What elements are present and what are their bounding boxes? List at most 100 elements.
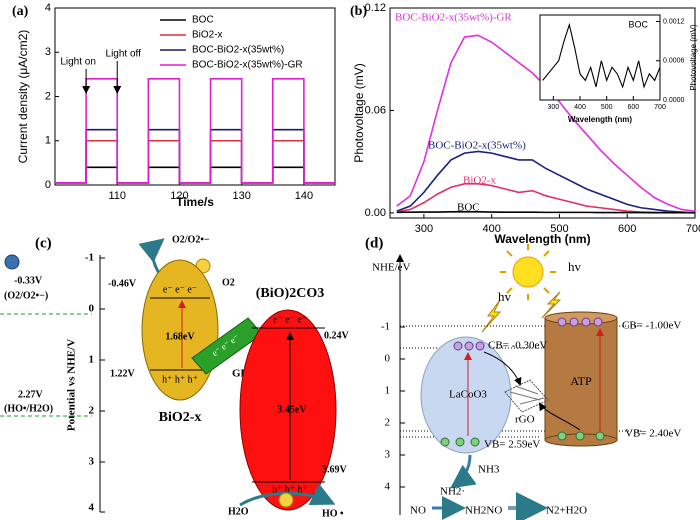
x-tick-label: 110 bbox=[108, 190, 126, 202]
panel-label: (c) bbox=[35, 235, 52, 251]
boc-band bbox=[239, 309, 337, 511]
rgo-sheet bbox=[504, 379, 549, 413]
product: HO • bbox=[322, 508, 344, 519]
cb-potential: -0.46V bbox=[108, 278, 137, 289]
x-tick-label: 600 bbox=[618, 223, 636, 235]
x-tick-label: 700 bbox=[686, 223, 700, 235]
redox-couple: (HO•/H2O) bbox=[4, 403, 53, 414]
axis-title: NHE/eV bbox=[372, 262, 411, 274]
series-label: BOC-BiO2-x(35wt%) bbox=[428, 140, 526, 152]
y-tick-label: 2 bbox=[45, 90, 51, 102]
lacoo3-band bbox=[420, 336, 512, 454]
tick-label: 2 bbox=[89, 405, 95, 417]
annotation: Light on bbox=[60, 57, 96, 68]
hole bbox=[455, 437, 465, 447]
x-tick-label: 300 bbox=[415, 223, 433, 235]
hole bbox=[440, 437, 450, 447]
y-axis-label: Current density (μA/cm2) bbox=[16, 30, 30, 164]
cb-level: CB= -1.00eV bbox=[622, 320, 681, 332]
redox-potential: 2.27V bbox=[18, 389, 44, 400]
material-name: ATP bbox=[570, 374, 592, 388]
rgo-label: rGO bbox=[515, 414, 535, 426]
tick-label: 3 bbox=[385, 449, 391, 461]
band-gap: 3.45eV bbox=[277, 404, 307, 415]
series-label: BiO2-x bbox=[463, 175, 497, 187]
chart: 110 120 130 140 0 1 2 3 4 Time/s Current density (… bbox=[12, 2, 336, 209]
light-bolt bbox=[541, 291, 562, 319]
x-tick-label: 700 bbox=[654, 104, 666, 111]
holes bbox=[440, 437, 480, 447]
series-line bbox=[396, 150, 696, 214]
hole bbox=[595, 431, 605, 441]
x-tick-label: 500 bbox=[550, 223, 568, 235]
holes bbox=[557, 431, 605, 441]
series-line bbox=[542, 22, 661, 89]
vb-potential: 1.22V bbox=[110, 368, 136, 379]
vb-level: VB= 2.40eV bbox=[625, 428, 681, 440]
cb-potential: 0.24V bbox=[324, 330, 350, 341]
x-tick-label: 130 bbox=[232, 190, 250, 202]
species: NO bbox=[410, 505, 426, 517]
tick-label: 1 bbox=[89, 354, 95, 366]
y-tick-label: 3 bbox=[45, 46, 51, 58]
material-name: BiO2-x bbox=[159, 410, 202, 425]
transfer-arrow bbox=[538, 402, 581, 431]
legend-label: BOC bbox=[192, 15, 214, 26]
species: NH3 bbox=[478, 464, 500, 476]
axis-title: Potential vs NHE/V bbox=[66, 339, 78, 431]
tick-label: -1 bbox=[381, 321, 390, 333]
series-line bbox=[396, 210, 695, 214]
holes: h⁺ h⁺ h⁺ bbox=[162, 374, 198, 385]
annotation: Light off bbox=[106, 49, 142, 60]
electrons bbox=[453, 341, 485, 351]
series-line bbox=[55, 78, 335, 184]
y-axis-label: Photovoltage (mV) bbox=[352, 63, 366, 162]
sun-rays bbox=[500, 244, 556, 300]
tick-label: -1 bbox=[85, 252, 94, 264]
vb-level: VB= 2.59eV bbox=[484, 439, 540, 451]
cb-level: CB= -0.30eV bbox=[488, 340, 547, 352]
x-tick-label: 400 bbox=[482, 223, 500, 235]
holes: h⁺ h⁺ h⁺ bbox=[272, 484, 308, 495]
electron bbox=[569, 317, 579, 327]
product: O2/O2•− bbox=[172, 234, 210, 245]
material-name: (BiO)2CO3 bbox=[256, 286, 324, 301]
redox-potential: -0.33V bbox=[14, 275, 43, 286]
vb-potential: 3.69V bbox=[322, 464, 348, 475]
y-tick-label: 1 bbox=[45, 135, 51, 147]
reactant: H2O bbox=[228, 506, 249, 517]
light: hv bbox=[568, 259, 582, 274]
y-axis-label: Photovoltage (mV) bbox=[689, 24, 698, 91]
y-tick-label: 0.0006 bbox=[663, 58, 685, 65]
tick-label: 0 bbox=[385, 353, 391, 365]
panel-label: (d) bbox=[365, 235, 383, 251]
legend-label: BOC-BiO2-x(35wt%)-GR bbox=[192, 60, 303, 71]
panel-c: (c) -0.33V (O2/O2•−) 2.27V (HO•/H2O) -1 … bbox=[0, 234, 350, 519]
tick-label: 0 bbox=[89, 303, 95, 315]
y-tick-label: 0.0000 bbox=[663, 97, 685, 104]
panel-d: (d) NHE/eV -1 0 1 2 3 4 hv hv ATP CB= -1… bbox=[365, 235, 681, 520]
x-axis-label: Wavelength (nm) bbox=[568, 115, 632, 124]
species: N2+H2O bbox=[546, 505, 587, 517]
tick-label: 1 bbox=[385, 385, 391, 397]
ticks: -1 0 1 2 3 4 bbox=[85, 252, 105, 514]
chart-title: BOC bbox=[628, 19, 648, 29]
band-gap: 1.68eV bbox=[165, 331, 195, 342]
hole bbox=[470, 437, 480, 447]
x-axis-label: Time/s bbox=[176, 195, 214, 209]
y-tick-label: 4 bbox=[45, 2, 51, 14]
x-tick-label: 120 bbox=[170, 190, 188, 202]
y-tick-label: 0.12 bbox=[365, 2, 386, 14]
light-bolt bbox=[481, 299, 502, 333]
electron bbox=[557, 317, 567, 327]
y-tick-label: 0.00 bbox=[365, 207, 386, 219]
atp-top bbox=[544, 311, 618, 325]
rgo-hatch bbox=[509, 385, 545, 405]
x-tick-label: 500 bbox=[601, 104, 613, 111]
electron bbox=[453, 341, 463, 351]
atp-body bbox=[544, 317, 618, 441]
x-axis-label: Wavelength (nm) bbox=[494, 232, 590, 246]
x-tick-label: 600 bbox=[627, 104, 639, 111]
